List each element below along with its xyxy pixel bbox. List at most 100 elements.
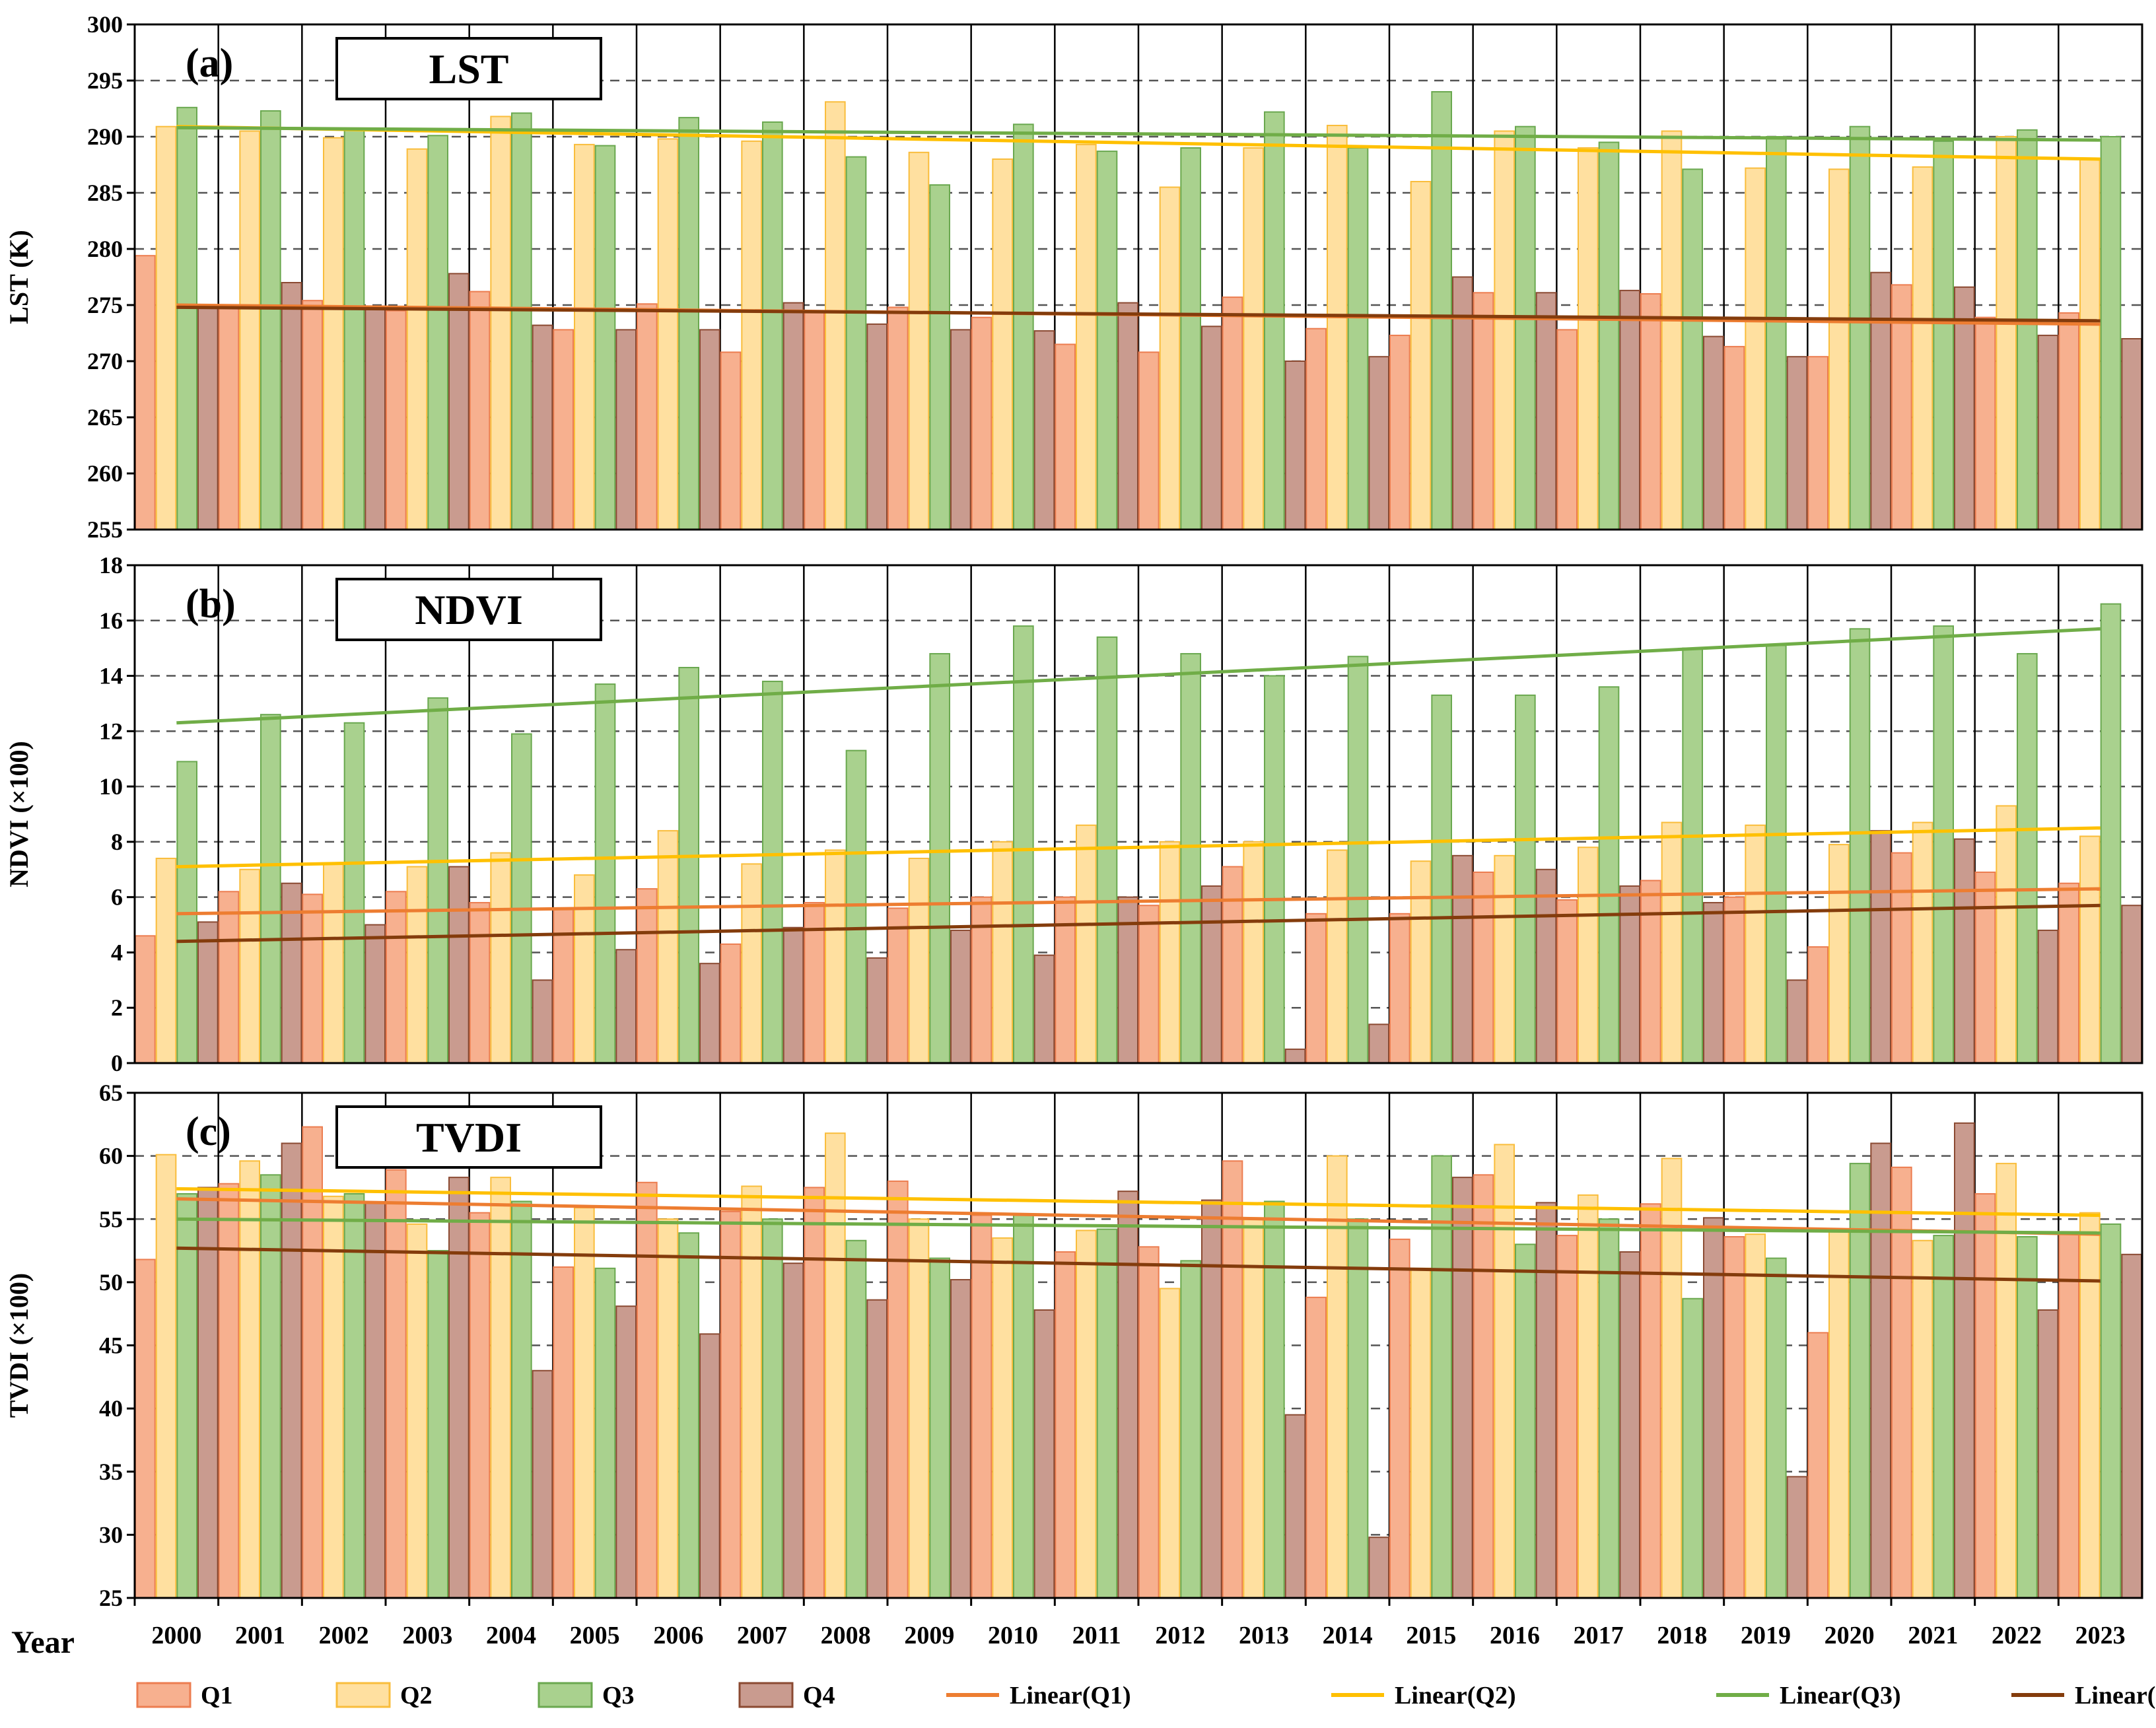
legend-swatch xyxy=(538,1682,593,1708)
bar-q2-2003 xyxy=(406,148,428,530)
bar-q3-2017 xyxy=(1598,686,1620,1064)
bar-q1-2021 xyxy=(1891,1166,1912,1599)
bar-q1-2019 xyxy=(1723,345,1745,531)
bar-q4-2003 xyxy=(448,1177,469,1599)
bar-q3-2023 xyxy=(2100,136,2122,530)
bar-q3-2005 xyxy=(594,145,616,531)
bar-q3-2019 xyxy=(1766,644,1787,1064)
y-tick-label: 45 xyxy=(99,1332,123,1359)
bar-q2-2015 xyxy=(1410,181,1432,530)
bar-q4-2010 xyxy=(1033,330,1055,530)
bar-q3-2002 xyxy=(343,1193,365,1599)
y-tick-label: 40 xyxy=(99,1395,123,1422)
bar-q2-2006 xyxy=(657,830,679,1064)
legend-swatch xyxy=(136,1682,191,1708)
bar-q4-2010 xyxy=(1033,954,1055,1064)
bar-q2-2012 xyxy=(1159,186,1181,530)
bar-q2-2010 xyxy=(992,158,1014,530)
bar-q4-2008 xyxy=(866,1299,888,1599)
bar-q1-2019 xyxy=(1723,896,1745,1064)
bar-q2-2004 xyxy=(490,1177,511,1599)
y-tick-label: 10 xyxy=(99,773,123,800)
bar-q1-2015 xyxy=(1389,334,1410,530)
bar-q1-2023 xyxy=(2058,882,2079,1064)
bar-q2-2009 xyxy=(908,1218,930,1599)
y-tick-label: 35 xyxy=(99,1459,123,1485)
bar-q4-2018 xyxy=(1703,335,1724,530)
bar-q2-2002 xyxy=(323,137,344,530)
bar-q3-2018 xyxy=(1682,1297,1703,1599)
bar-q2-2012 xyxy=(1159,1288,1181,1599)
y-tick-label: 2 xyxy=(111,994,123,1021)
x-tick-label-2021: 2021 xyxy=(1908,1622,1958,1649)
bar-q2-2002 xyxy=(323,1195,344,1599)
legend-label: Linear(Q2) xyxy=(1395,1682,1516,1710)
bar-q2-2004 xyxy=(490,116,511,530)
bar-q2-2013 xyxy=(1243,841,1265,1064)
bar-q4-2000 xyxy=(197,921,219,1064)
bar-q4-2014 xyxy=(1368,1023,1389,1064)
bar-q3-2016 xyxy=(1515,1243,1536,1599)
x-tick-label-2004: 2004 xyxy=(486,1622,536,1649)
bar-q4-2009 xyxy=(950,929,971,1064)
bar-q3-2021 xyxy=(1933,625,1954,1064)
bar-q2-2011 xyxy=(1076,1229,1097,1599)
bar-q2-2017 xyxy=(1578,147,1599,530)
bar-q1-2016 xyxy=(1473,1174,1494,1599)
bar-q1-2001 xyxy=(218,891,240,1064)
x-tick-label-2017: 2017 xyxy=(1574,1622,1624,1649)
bar-q1-2010 xyxy=(971,1214,992,1599)
bar-q1-2004 xyxy=(469,902,491,1064)
x-tick-label-2005: 2005 xyxy=(570,1622,620,1649)
legend-item-q1: Q1 xyxy=(136,1682,233,1710)
bar-q3-2005 xyxy=(594,1267,616,1599)
bar-q4-2005 xyxy=(615,949,637,1064)
bar-q3-2005 xyxy=(594,683,616,1064)
bar-q2-2016 xyxy=(1494,1144,1515,1599)
bar-q1-2015 xyxy=(1389,1238,1410,1599)
bar-q1-2022 xyxy=(1974,871,1996,1064)
bar-q3-2010 xyxy=(1013,123,1034,531)
x-tick-label-2013: 2013 xyxy=(1239,1622,1289,1649)
x-tick-label-2001: 2001 xyxy=(235,1622,285,1649)
bar-q3-2015 xyxy=(1431,91,1452,530)
bar-q4-2023 xyxy=(2121,905,2142,1064)
bar-q2-2000 xyxy=(155,858,177,1064)
bar-q4-2006 xyxy=(699,1333,720,1599)
bar-q2-2019 xyxy=(1745,1233,1766,1599)
bar-q1-2017 xyxy=(1556,329,1578,530)
bar-q4-2002 xyxy=(365,924,386,1064)
plot-frame xyxy=(133,564,2143,1064)
bar-q4-2016 xyxy=(1535,868,1557,1064)
panel-tag: (a) xyxy=(186,41,233,86)
x-tick-label-2014: 2014 xyxy=(1323,1622,1373,1649)
bar-q2-2000 xyxy=(155,125,177,530)
bar-q1-2014 xyxy=(1305,328,1327,530)
bar-q1-2008 xyxy=(804,310,825,530)
bar-q1-2011 xyxy=(1055,1251,1076,1599)
bar-q3-2000 xyxy=(176,1193,198,1599)
bar-q3-2004 xyxy=(511,112,532,531)
x-tick-label-2019: 2019 xyxy=(1741,1622,1791,1649)
bar-q3-2021 xyxy=(1933,1235,1954,1599)
y-tick-label: 295 xyxy=(87,67,123,94)
bar-q2-2010 xyxy=(992,1237,1014,1599)
bar-q4-2019 xyxy=(1786,979,1808,1064)
y-tick-label: 255 xyxy=(87,516,123,543)
bar-q2-2018 xyxy=(1661,130,1683,530)
bar-q2-2023 xyxy=(2079,158,2101,530)
bar-q3-2003 xyxy=(427,135,448,531)
bar-q1-2000 xyxy=(135,935,156,1064)
bar-q3-2013 xyxy=(1264,1200,1285,1599)
bar-q4-2021 xyxy=(1954,838,1975,1064)
bar-q2-2003 xyxy=(406,1223,428,1599)
bar-q1-2009 xyxy=(887,907,909,1064)
legend-item-linearq2: Linear(Q2) xyxy=(1331,1682,1516,1710)
bar-q3-2006 xyxy=(678,1232,700,1599)
bar-q2-2022 xyxy=(1996,136,2017,530)
bar-q1-2002 xyxy=(302,893,324,1064)
bar-q1-2011 xyxy=(1055,343,1076,530)
trend-line-q2 xyxy=(176,125,2101,161)
bar-q1-2012 xyxy=(1138,351,1160,531)
